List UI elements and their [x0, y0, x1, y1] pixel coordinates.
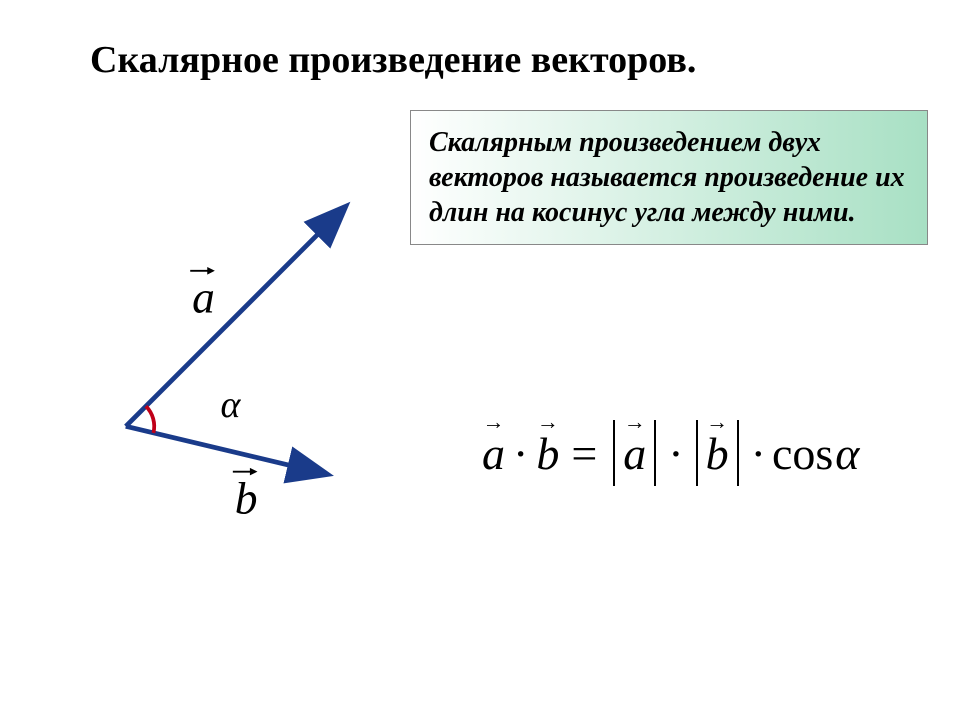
formula-alpha: α	[833, 427, 859, 480]
label-alpha: α	[221, 384, 242, 426]
vector-b	[126, 426, 325, 473]
vector-diagram: a b α	[60, 180, 400, 540]
dot-op: ·	[507, 427, 534, 480]
cos-label: cos	[772, 427, 833, 480]
dot-op-3: ·	[745, 427, 772, 480]
equals: =	[561, 427, 607, 480]
angle-arc	[146, 406, 154, 433]
magnitude-a: →a	[607, 420, 662, 486]
formula-b: → b	[534, 427, 561, 480]
page-title: Скалярное произведение векторов.	[90, 38, 696, 82]
dot-op-2: ·	[662, 427, 689, 480]
dot-product-formula: → a · → b = →a · →b · cos α	[480, 420, 859, 486]
svg-text:b: b	[235, 472, 258, 523]
label-a: a	[190, 267, 215, 323]
label-b: b	[233, 468, 258, 524]
magnitude-b: →b	[690, 420, 745, 486]
formula-a: → a	[480, 427, 507, 480]
svg-text:a: a	[192, 272, 215, 323]
definition-box: Скалярным произведением двух векторов на…	[410, 110, 928, 245]
